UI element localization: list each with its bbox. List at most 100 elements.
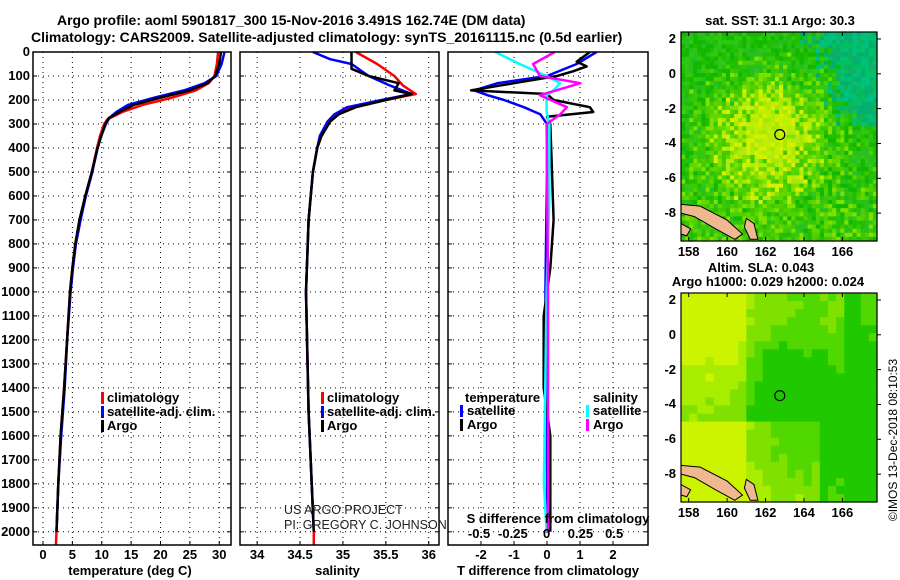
map-cell (774, 97, 780, 103)
map-cell (787, 36, 792, 41)
map-cell (697, 154, 702, 160)
map-cell (868, 204, 874, 209)
map-cell (819, 195, 825, 201)
map-cell (799, 179, 805, 185)
map-cell (848, 114, 854, 119)
map-cell (762, 126, 768, 131)
map-cell (795, 32, 800, 37)
map-cell (799, 109, 805, 115)
map-cell (787, 216, 792, 222)
map-cell (701, 232, 707, 238)
map-cell (811, 32, 817, 37)
lon-tick-label: 158 (677, 505, 700, 520)
map-cell (819, 97, 825, 103)
map-cell (713, 77, 719, 82)
map-cell (681, 73, 686, 78)
x2-tick-label: 0 (543, 526, 551, 541)
map-cell (717, 68, 723, 74)
map-cell (795, 154, 800, 160)
map-cell (868, 109, 874, 115)
map-cell (725, 44, 731, 49)
map-cell (730, 109, 735, 115)
map-cell (840, 220, 845, 226)
map-cell (705, 154, 711, 160)
map-cell (779, 130, 784, 136)
map-cell (799, 89, 805, 95)
map-cell (852, 341, 862, 350)
map-cell (860, 36, 866, 41)
map-cell (832, 138, 837, 144)
map-cell (721, 77, 727, 82)
map-cell (787, 105, 792, 111)
map-cell (705, 159, 711, 164)
map-cell (689, 64, 694, 70)
map-cell (713, 163, 719, 168)
map-cell (840, 163, 845, 168)
map-cell (779, 114, 784, 119)
map-cell (779, 93, 784, 99)
map-cell (738, 187, 743, 193)
map-cell (836, 175, 841, 181)
map-cell (872, 216, 878, 222)
map-cell (754, 208, 760, 213)
map-cell (864, 167, 870, 172)
map-cell (787, 44, 792, 49)
map-cell (697, 40, 702, 45)
map-cell (779, 179, 784, 185)
map-cell (864, 195, 870, 201)
map-cell (787, 469, 796, 479)
map-cell (791, 171, 796, 176)
map-cell (868, 150, 874, 156)
map-cell (693, 183, 698, 189)
map-cell (685, 40, 690, 45)
map-cell (766, 81, 772, 86)
map-cell (705, 77, 711, 82)
map-cell (766, 118, 772, 123)
map-cell (787, 405, 796, 415)
map-frame (680, 292, 878, 503)
map-cell (701, 93, 707, 99)
map-cell (689, 114, 694, 119)
map-cell (738, 357, 747, 366)
map-cell (721, 64, 727, 70)
map-cell (819, 159, 825, 164)
map-cell (795, 134, 800, 140)
map-cell (799, 159, 805, 164)
map-cell (681, 191, 686, 197)
map-cell (852, 309, 862, 318)
map-cell (697, 167, 702, 172)
map-cell (774, 122, 780, 127)
map-cell (844, 224, 849, 230)
map-cell (770, 68, 776, 74)
map-cell (836, 309, 845, 318)
map-cell (709, 232, 715, 238)
map-cell (819, 142, 825, 148)
map-cell (754, 485, 764, 495)
map-cell (681, 56, 686, 62)
map-cell (856, 187, 862, 193)
map-cell (819, 357, 829, 366)
map-cell (685, 122, 690, 127)
x-tick-label: 36 (421, 547, 436, 562)
map-cell (754, 389, 764, 399)
map-cell (807, 77, 813, 82)
map-cell (770, 485, 780, 495)
map-cell (738, 142, 743, 148)
map-cell (774, 191, 780, 197)
map-cell (746, 469, 756, 479)
map-cell (832, 208, 837, 213)
map-cell (864, 81, 870, 86)
map-cell (836, 373, 845, 382)
map-cell (848, 68, 854, 74)
map-cell (864, 105, 870, 111)
x2-tick-label: -0.25 (498, 526, 528, 541)
map-cell (713, 142, 719, 148)
map-cell (750, 81, 756, 86)
map-cell (746, 36, 751, 41)
map-cell (815, 56, 821, 62)
map-cell (713, 236, 719, 242)
map-cell (693, 114, 698, 119)
map-cell (693, 224, 698, 230)
series-line-argo (531, 50, 582, 532)
map-cell (738, 44, 743, 49)
